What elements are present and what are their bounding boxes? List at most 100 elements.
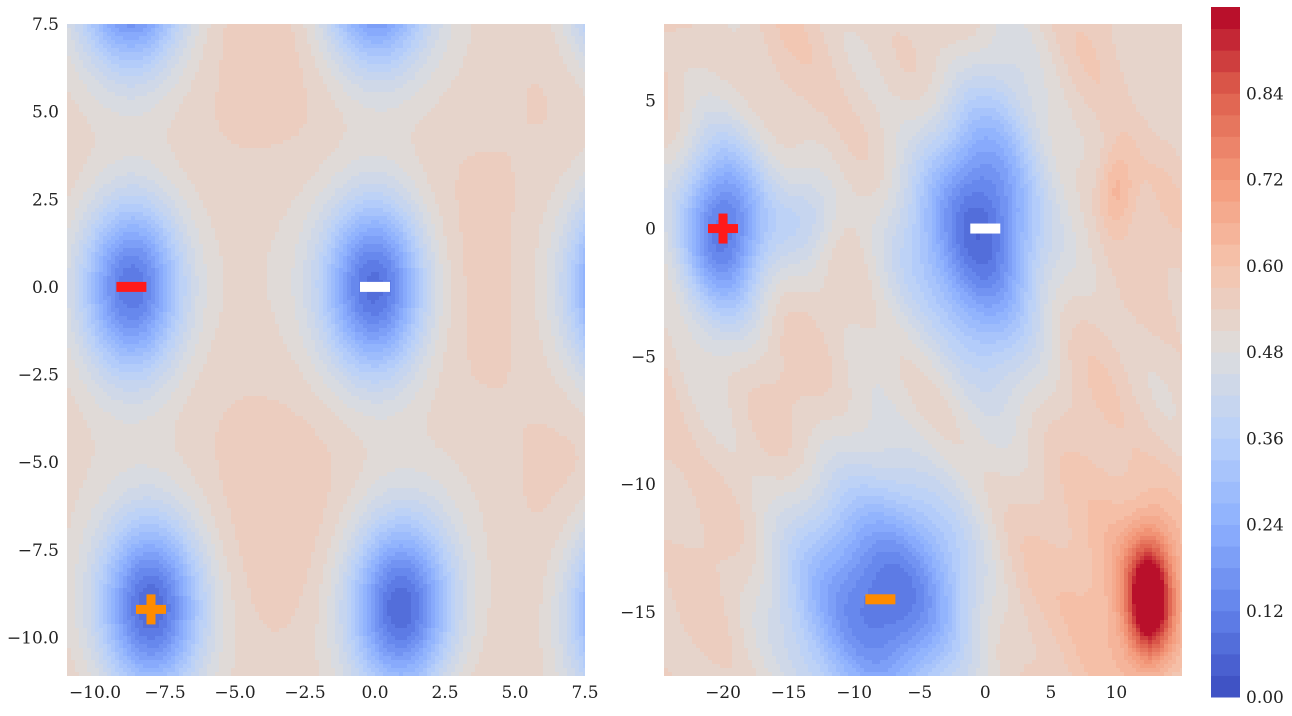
contour-cell [251,112,256,117]
contour-cell [555,56,560,61]
contour-cell [119,36,124,41]
contour-cell [555,24,560,29]
contour-cell [347,64,352,69]
contour-cell [111,176,116,181]
contour-cell [267,116,272,121]
contour-cell [87,168,92,173]
contour-cell [583,168,585,173]
contour-cell [455,60,460,65]
contour-cell [147,40,152,45]
contour-cell [391,168,396,173]
contour-cell [507,144,512,149]
contour-cell [91,60,96,65]
contour-cell [187,160,192,165]
contour-cell [223,168,228,173]
contour-cell [243,132,248,137]
contour-cell [163,144,168,149]
contour-cell [247,44,252,49]
contour-cell [307,100,312,105]
contour-cell [375,112,380,117]
contour-cell [527,64,532,69]
contour-cell [559,172,564,177]
contour-cell [183,48,188,53]
contour-cell [531,144,536,149]
contour-cell [183,156,188,161]
contour-cell [507,84,512,89]
contour-cell [167,80,172,85]
contour-cell [343,108,348,113]
contour-cell [327,116,332,121]
contour-cell [539,64,544,69]
contour-cell [415,112,420,117]
contour-cell [491,100,496,105]
contour-cell [479,148,484,153]
contour-cell [515,132,520,137]
contour-cell [255,156,260,161]
contour-cell [191,128,196,133]
contour-cell [455,92,460,97]
contour-cell [383,116,388,121]
contour-cell [155,96,160,101]
contour-cell [375,80,380,85]
contour-cell [223,44,228,49]
contour-cell [419,104,424,109]
contour-cell [415,100,420,105]
contour-cell [299,28,304,33]
contour-cell [391,104,396,109]
contour-cell [231,36,236,41]
contour-cell [67,120,72,125]
contour-cell [291,152,296,157]
contour-cell [303,68,308,73]
contour-cell [367,72,372,77]
contour-cell [339,152,344,157]
contour-cell [343,104,348,109]
contour-cell [215,36,220,41]
contour-cell [119,172,124,177]
contour-cell [215,88,220,93]
contour-cell [211,48,216,53]
contour-cell [539,152,544,157]
contour-cell [543,116,548,121]
contour-cell [215,140,220,145]
contour-cell [431,48,436,53]
contour-cell [355,140,360,145]
contour-cell [311,116,316,121]
contour-cell [239,84,244,89]
contour-cell [463,60,468,65]
contour-cell [475,148,480,153]
contour-cell [479,152,484,157]
contour-cell [295,72,300,77]
contour-cell [187,36,192,41]
contour-cell [267,176,272,181]
contour-cell [371,56,376,61]
contour-cell [83,60,88,65]
contour-cell [239,44,244,49]
contour-cell [399,28,404,33]
contour-cell [483,108,488,113]
contour-cell [327,40,332,45]
contour-cell [415,84,420,89]
contour-cell [375,24,380,29]
contour-cell [563,88,568,93]
contour-cell [483,44,488,49]
contour-cell [307,140,312,145]
contour-cell [559,48,564,53]
contour-cell [263,28,268,33]
contour-cell [315,36,320,41]
contour-cell [443,108,448,113]
contour-cell [319,140,324,145]
contour-cell [95,160,100,165]
contour-cell [323,92,328,97]
contour-cell [255,140,260,145]
contour-cell [267,36,272,41]
contour-cell [567,136,572,141]
contour-cell [311,40,316,45]
contour-cell [67,40,72,45]
contour-cell [115,84,120,89]
contour-cell [303,64,308,69]
contour-cell [151,172,156,177]
contour-cell [527,32,532,37]
contour-cell [139,72,144,77]
contour-cell [475,160,480,165]
